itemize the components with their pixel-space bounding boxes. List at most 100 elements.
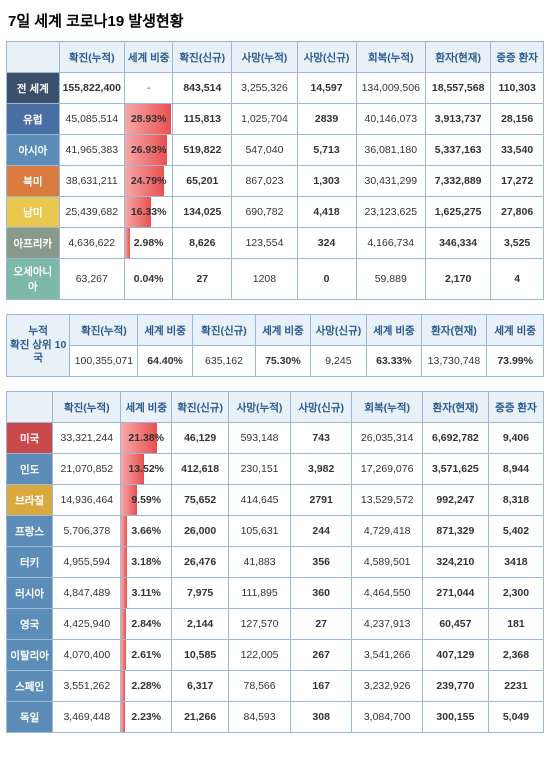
col-header: 확진(신규) — [173, 42, 232, 73]
data-cell: 4,636,622 — [59, 228, 124, 259]
data-cell: 5,049 — [488, 702, 543, 733]
data-cell: 134,025 — [173, 197, 232, 228]
table-row: 아프리카4,636,6222.98%8,626123,5543244,166,7… — [7, 228, 544, 259]
data-cell: 3,551,262 — [53, 671, 121, 702]
data-cell: 3,525 — [491, 228, 544, 259]
data-cell: 9,245 — [310, 346, 367, 377]
col-header: 세계 비중 — [124, 42, 172, 73]
data-cell: 127,570 — [229, 609, 291, 640]
col-header: 사망(누적) — [229, 392, 291, 423]
data-cell: 14,597 — [297, 73, 356, 104]
data-cell: 593,148 — [229, 423, 291, 454]
data-cell: 155,822,400 — [59, 73, 124, 104]
table-row: 독일3,469,4482.23%21,26684,5933083,084,700… — [7, 702, 544, 733]
pct-bar-cell: 21.38% — [121, 423, 172, 454]
data-cell: 13,529,572 — [352, 485, 422, 516]
data-cell: 7,975 — [172, 578, 229, 609]
pct-bar-cell: 0.04% — [124, 259, 172, 300]
data-cell: 4,418 — [297, 197, 356, 228]
data-cell: 60,457 — [422, 609, 488, 640]
data-cell: 8,318 — [488, 485, 543, 516]
data-cell: 73.99% — [487, 346, 544, 377]
row-label: 누적확진 상위 10국 — [7, 315, 70, 377]
data-cell: 300,155 — [422, 702, 488, 733]
data-cell: 23,123,625 — [356, 197, 425, 228]
col-header: 환자(현재) — [426, 42, 491, 73]
pct-bar-cell: 9.59% — [121, 485, 172, 516]
data-cell: 27 — [290, 609, 352, 640]
data-cell: 412,618 — [172, 454, 229, 485]
data-cell: 3,913,737 — [426, 104, 491, 135]
pct-bar-cell: 2.98% — [124, 228, 172, 259]
table-row: 북미38,631,21124.79%65,201867,0231,30330,4… — [7, 166, 544, 197]
data-cell: 26,035,314 — [352, 423, 422, 454]
data-cell: 8,626 — [173, 228, 232, 259]
row-label: 프랑스 — [7, 516, 53, 547]
data-cell: 65,201 — [173, 166, 232, 197]
data-cell: 5,337,163 — [426, 135, 491, 166]
row-label: 터키 — [7, 547, 53, 578]
row-label: 오세아니아 — [7, 259, 60, 300]
data-cell: 2,300 — [488, 578, 543, 609]
table-countries: 확진(누적)세계 비중확진(신규)사망(누적)사망(신규)회복(누적)환자(현재… — [6, 391, 544, 733]
data-cell: 63.33% — [367, 346, 421, 377]
data-cell: 9,406 — [488, 423, 543, 454]
data-cell: 7,332,889 — [426, 166, 491, 197]
data-cell: 111,895 — [229, 578, 291, 609]
data-cell: 84,593 — [229, 702, 291, 733]
data-cell: 992,247 — [422, 485, 488, 516]
data-cell: 346,334 — [426, 228, 491, 259]
pct-bar-cell: 24.79% — [124, 166, 172, 197]
page-title: 7일 세계 코로나19 발생현황 — [8, 10, 542, 31]
data-cell: 17,272 — [491, 166, 544, 197]
data-cell: 2,144 — [172, 609, 229, 640]
data-cell: 407,129 — [422, 640, 488, 671]
col-header: 확진(누적) — [53, 392, 121, 423]
col-header: 중증 환자 — [488, 392, 543, 423]
table-row: 이탈리아4,070,4002.61%10,585122,0052673,541,… — [7, 640, 544, 671]
data-cell: 308 — [290, 702, 352, 733]
data-cell: 3418 — [488, 547, 543, 578]
data-cell: 5,713 — [297, 135, 356, 166]
data-cell: 110,303 — [491, 73, 544, 104]
data-cell: 267 — [290, 640, 352, 671]
data-cell: 40,146,073 — [356, 104, 425, 135]
pct-bar-cell: 3.66% — [121, 516, 172, 547]
col-header: 확진(누적) — [70, 315, 138, 346]
col-header: 확진(신규) — [192, 315, 255, 346]
pct-bar-cell: 13.52% — [121, 454, 172, 485]
col-header: 확진(누적) — [59, 42, 124, 73]
col-header: 회복(누적) — [352, 392, 422, 423]
row-label: 전 세계 — [7, 73, 60, 104]
data-cell: 1,625,275 — [426, 197, 491, 228]
table-row: 러시아4,847,4893.11%7,975111,8953604,464,55… — [7, 578, 544, 609]
data-cell: 871,329 — [422, 516, 488, 547]
data-cell: 519,822 — [173, 135, 232, 166]
data-cell: 230,151 — [229, 454, 291, 485]
data-cell: 360 — [290, 578, 352, 609]
data-cell: 45,085,514 — [59, 104, 124, 135]
data-cell: 27 — [173, 259, 232, 300]
data-cell: 4,166,734 — [356, 228, 425, 259]
pct-bar-cell: 26.93% — [124, 135, 172, 166]
col-header: 세계 비중 — [121, 392, 172, 423]
table-regions: 확진(누적)세계 비중확진(신규)사망(누적)사망(신규)회복(누적)환자(현재… — [6, 41, 544, 300]
data-cell: 33,540 — [491, 135, 544, 166]
data-cell: 324 — [297, 228, 356, 259]
table-row: 스페인3,551,2622.28%6,31778,5661673,232,926… — [7, 671, 544, 702]
col-header: 회복(누적) — [356, 42, 425, 73]
row-label: 영국 — [7, 609, 53, 640]
col-header: 확진(신규) — [172, 392, 229, 423]
tables-wrap: 재경일보 확진(누적)세계 비중확진(신규)사망(누적)사망(신규)회복(누적)… — [6, 41, 544, 733]
data-cell: 324,210 — [422, 547, 488, 578]
row-label: 북미 — [7, 166, 60, 197]
data-cell: 6,317 — [172, 671, 229, 702]
data-cell: 26,476 — [172, 547, 229, 578]
data-cell: 167 — [290, 671, 352, 702]
data-cell: 59,889 — [356, 259, 425, 300]
data-cell: 122,005 — [229, 640, 291, 671]
data-cell: 867,023 — [232, 166, 297, 197]
col-header: 환자(현재) — [422, 392, 488, 423]
data-cell: 30,431,299 — [356, 166, 425, 197]
table-row: 브라질14,936,4649.59%75,652414,645279113,52… — [7, 485, 544, 516]
